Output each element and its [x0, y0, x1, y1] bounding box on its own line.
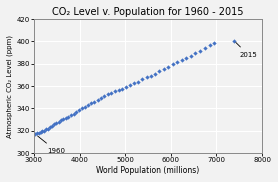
- Title: CO₂ Level v. Population for 1960 - 2015: CO₂ Level v. Population for 1960 - 2015: [52, 7, 244, 17]
- Text: 1960: 1960: [38, 136, 65, 154]
- X-axis label: World Population (millions): World Population (millions): [96, 166, 200, 175]
- Text: 2015: 2015: [236, 43, 257, 58]
- Y-axis label: Atmospheric CO₂ Level (ppm): Atmospheric CO₂ Level (ppm): [7, 35, 13, 138]
